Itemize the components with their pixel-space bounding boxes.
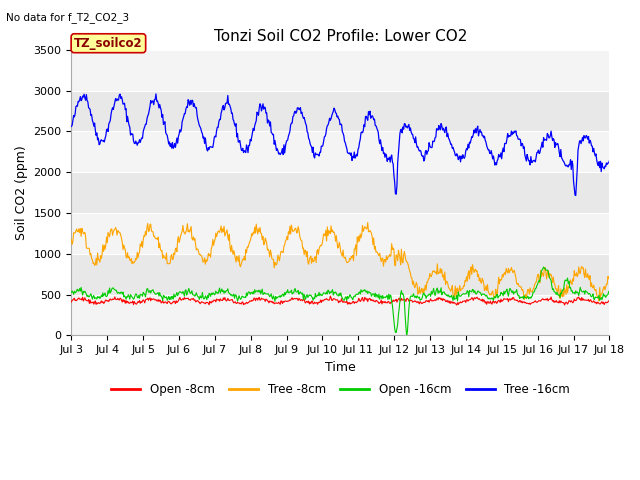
Text: No data for f_T2_CO2_3: No data for f_T2_CO2_3 xyxy=(6,12,129,23)
Bar xyxy=(72,295,609,336)
Legend: Open -8cm, Tree -8cm, Open -16cm, Tree -16cm: Open -8cm, Tree -8cm, Open -16cm, Tree -… xyxy=(106,378,575,401)
Bar xyxy=(72,50,609,91)
Y-axis label: Soil CO2 (ppm): Soil CO2 (ppm) xyxy=(15,145,28,240)
Bar xyxy=(72,132,609,172)
Text: TZ_soilco2: TZ_soilco2 xyxy=(74,37,143,50)
X-axis label: Time: Time xyxy=(325,360,356,373)
Title: Tonzi Soil CO2 Profile: Lower CO2: Tonzi Soil CO2 Profile: Lower CO2 xyxy=(214,29,467,44)
Bar xyxy=(72,213,609,254)
